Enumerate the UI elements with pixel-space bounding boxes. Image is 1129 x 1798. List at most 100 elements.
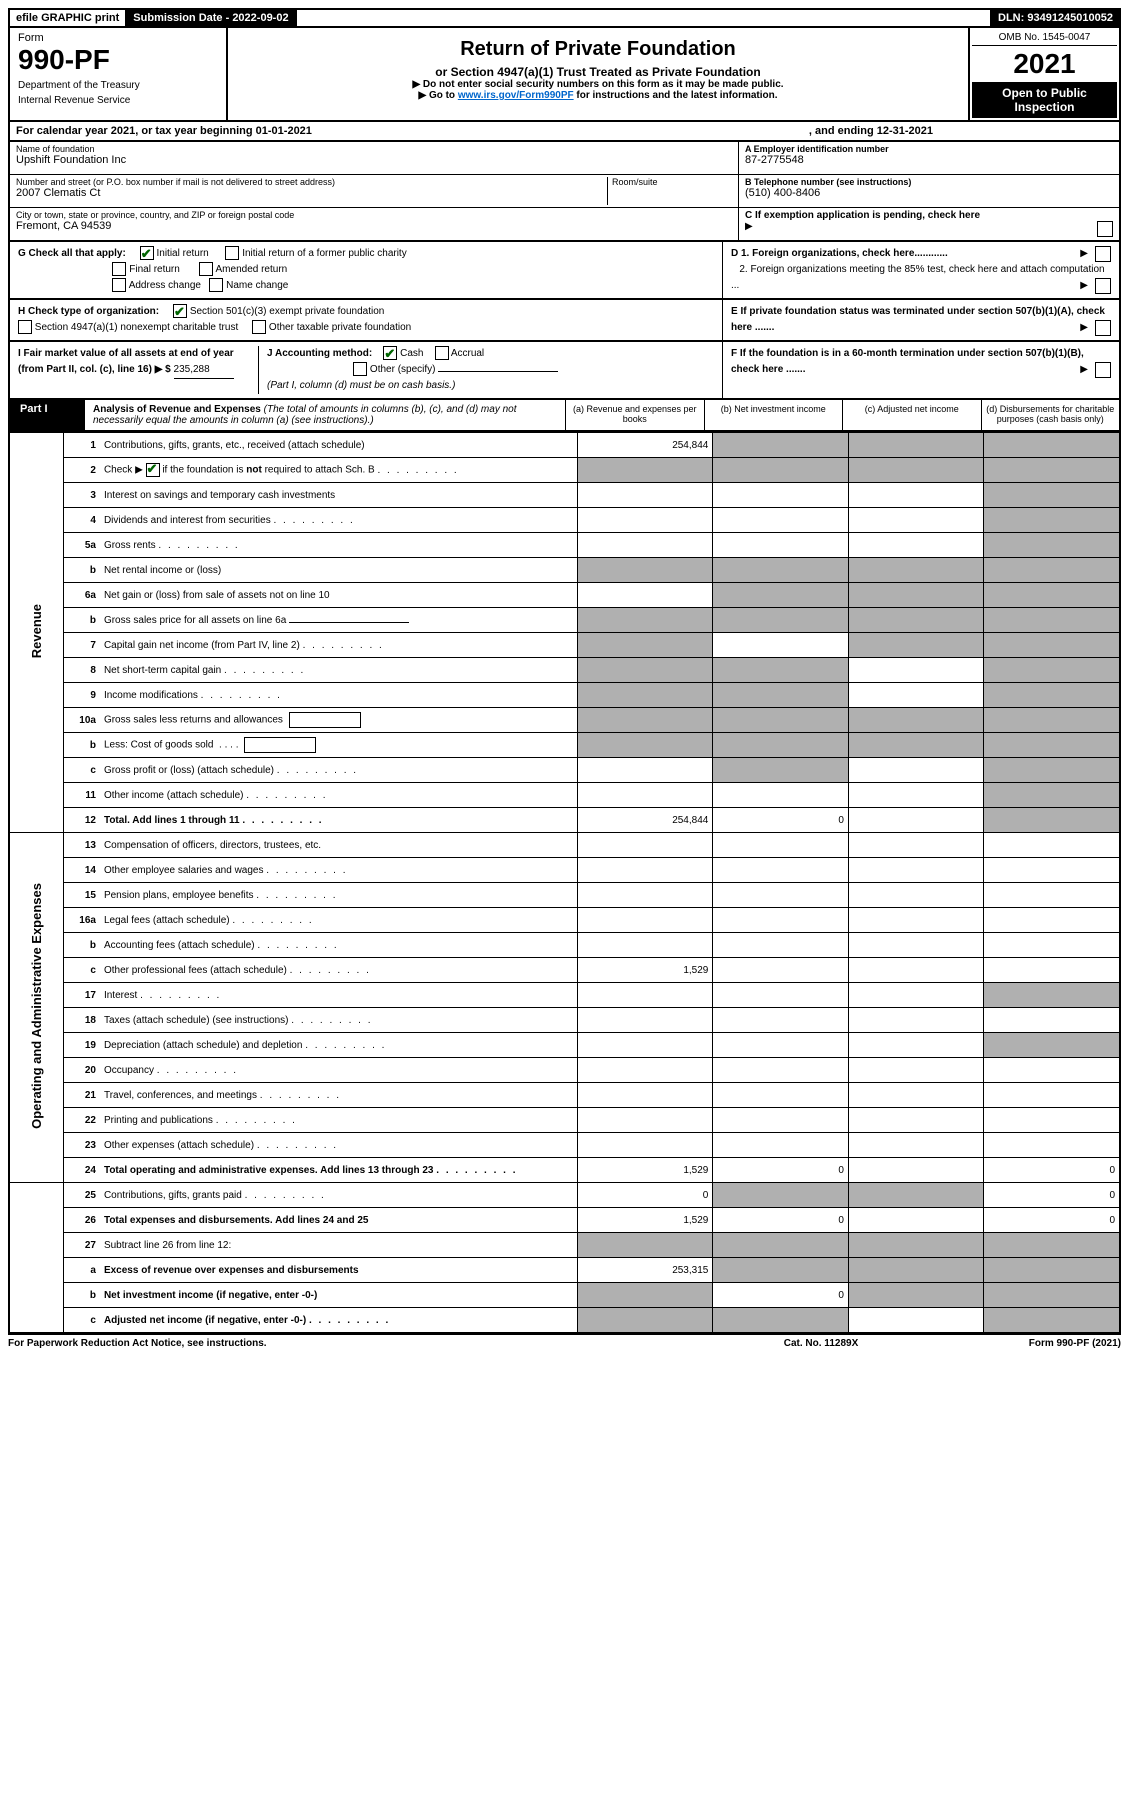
ein-label: A Employer identification number xyxy=(745,144,1113,154)
g-label: G Check all that apply: xyxy=(18,248,126,259)
line-3-desc: Interest on savings and temporary cash i… xyxy=(100,483,577,508)
line-12-desc: Total. Add lines 1 through 11 xyxy=(100,808,577,833)
top-bar: efile GRAPHIC print Submission Date - 20… xyxy=(8,8,1121,28)
table-row: 11Other income (attach schedule) xyxy=(9,783,1120,808)
line-11-desc: Other income (attach schedule) xyxy=(100,783,577,808)
line-5a-desc: Gross rents xyxy=(100,533,577,558)
table-row: bAccounting fees (attach schedule) xyxy=(9,933,1120,958)
table-row: 17Interest xyxy=(9,983,1120,1008)
line-10a-desc: Gross sales less returns and allowances xyxy=(100,708,577,733)
line-19-desc: Depreciation (attach schedule) and deple… xyxy=(100,1033,577,1058)
line-10c-desc: Gross profit or (loss) (attach schedule) xyxy=(100,758,577,783)
h-other-checkbox[interactable] xyxy=(252,320,266,334)
table-row: 5aGross rents xyxy=(9,533,1120,558)
line-2-desc: Check ▶ if the foundation is not require… xyxy=(100,458,577,483)
line-27b-b: 0 xyxy=(713,1283,849,1308)
check-section-1: G Check all that apply: Initial return I… xyxy=(8,242,1121,300)
table-row: 26Total expenses and disbursements. Add … xyxy=(9,1208,1120,1233)
table-row: Operating and Administrative Expenses 13… xyxy=(9,833,1120,858)
open-to-public: Open to Public Inspection xyxy=(972,82,1117,118)
final-return-checkbox[interactable] xyxy=(112,262,126,276)
col-c-head: (c) Adjusted net income xyxy=(843,400,982,430)
table-row: 7Capital gain net income (from Part IV, … xyxy=(9,633,1120,658)
f-label: F If the foundation is in a 60-month ter… xyxy=(731,348,1084,375)
initial-former-label: Initial return of a former public charit… xyxy=(242,248,407,259)
section-g: G Check all that apply: Initial return I… xyxy=(10,242,723,298)
j-accrual-checkbox[interactable] xyxy=(435,346,449,360)
address-label: Number and street (or P.O. box number if… xyxy=(16,177,607,187)
h-4947-checkbox[interactable] xyxy=(18,320,32,334)
table-row: 4Dividends and interest from securities xyxy=(9,508,1120,533)
opex-rotate: Operating and Administrative Expenses xyxy=(9,833,64,1183)
revenue-rotate: Revenue xyxy=(9,433,64,833)
line-16b-desc: Accounting fees (attach schedule) xyxy=(100,933,577,958)
form-footer-label: Form 990-PF (2021) xyxy=(921,1338,1121,1349)
name-change-label: Name change xyxy=(226,280,288,291)
f-checkbox[interactable] xyxy=(1095,362,1111,378)
table-row: bNet investment income (if negative, ent… xyxy=(9,1283,1120,1308)
city-label: City or town, state or province, country… xyxy=(16,210,732,220)
city-row: City or town, state or province, country… xyxy=(10,208,738,240)
line-9-desc: Income modifications xyxy=(100,683,577,708)
ein-row: A Employer identification number 87-2775… xyxy=(739,142,1119,175)
entity-right: A Employer identification number 87-2775… xyxy=(739,142,1119,240)
table-row: cGross profit or (loss) (attach schedule… xyxy=(9,758,1120,783)
check-section-2: H Check type of organization: Section 50… xyxy=(8,300,1121,342)
exemption-pending-row: C If exemption application is pending, c… xyxy=(739,208,1119,240)
amended-label: Amended return xyxy=(216,264,288,275)
h-4947-label: Section 4947(a)(1) nonexempt charitable … xyxy=(35,322,238,333)
line-1-desc: Contributions, gifts, grants, etc., rece… xyxy=(100,433,577,458)
efile-graphic-label: efile GRAPHIC print xyxy=(10,10,127,26)
irs-label: Internal Revenue Service xyxy=(18,95,218,106)
section-h: H Check type of organization: Section 50… xyxy=(10,300,723,340)
line-6b-desc: Gross sales price for all assets on line… xyxy=(100,608,577,633)
form-header-left: Form 990-PF Department of the Treasury I… xyxy=(10,28,228,120)
exemption-checkbox[interactable] xyxy=(1097,221,1113,237)
line-6a-desc: Net gain or (loss) from sale of assets n… xyxy=(100,583,577,608)
line-25-desc: Contributions, gifts, grants paid xyxy=(100,1183,577,1208)
e-label: E If private foundation status was termi… xyxy=(731,306,1105,333)
ein-value: 87-2775548 xyxy=(745,154,1113,166)
line-14-desc: Other employee salaries and wages xyxy=(100,858,577,883)
form-subtitle: or Section 4947(a)(1) Trust Treated as P… xyxy=(234,65,962,79)
table-row: 12Total. Add lines 1 through 11 254,8440 xyxy=(9,808,1120,833)
i-value: 235,288 xyxy=(174,362,234,379)
line-8-desc: Net short-term capital gain xyxy=(100,658,577,683)
table-row: 3Interest on savings and temporary cash … xyxy=(9,483,1120,508)
e-checkbox[interactable] xyxy=(1095,320,1111,336)
analysis-table: Revenue 1 Contributions, gifts, grants, … xyxy=(8,432,1121,1334)
sch-b-checkbox[interactable] xyxy=(146,463,160,477)
line-16a-desc: Legal fees (attach schedule) xyxy=(100,908,577,933)
cat-number: Cat. No. 11289X xyxy=(721,1338,921,1349)
section-d: D 1. Foreign organizations, check here..… xyxy=(723,242,1119,298)
initial-return-checkbox[interactable] xyxy=(140,246,154,260)
foundation-name-value: Upshift Foundation Inc xyxy=(16,154,732,166)
section-f: F If the foundation is in a 60-month ter… xyxy=(723,342,1119,398)
d1-checkbox[interactable] xyxy=(1095,246,1111,262)
h-501c3-checkbox[interactable] xyxy=(173,304,187,318)
phone-row: B Telephone number (see instructions) (5… xyxy=(739,175,1119,208)
name-change-checkbox[interactable] xyxy=(209,278,223,292)
table-row: 23Other expenses (attach schedule) xyxy=(9,1133,1120,1158)
initial-return-label: Initial return xyxy=(157,248,209,259)
j-cash-checkbox[interactable] xyxy=(383,346,397,360)
j-other-label: Other (specify) xyxy=(370,364,436,375)
line-27a-a: 253,315 xyxy=(577,1258,713,1283)
line-27c-desc: Adjusted net income (if negative, enter … xyxy=(100,1308,577,1334)
amended-checkbox[interactable] xyxy=(199,262,213,276)
col-d-head: (d) Disbursements for charitable purpose… xyxy=(982,400,1120,430)
table-row: 14Other employee salaries and wages xyxy=(9,858,1120,883)
table-row: 19Depreciation (attach schedule) and dep… xyxy=(9,1033,1120,1058)
d2-checkbox[interactable] xyxy=(1095,278,1111,294)
table-row: 15Pension plans, employee benefits xyxy=(9,883,1120,908)
check-section-3: I Fair market value of all assets at end… xyxy=(8,342,1121,400)
irs-link[interactable]: www.irs.gov/Form990PF xyxy=(458,90,574,101)
line-16c-a: 1,529 xyxy=(577,958,713,983)
line-27b-desc: Net investment income (if negative, ente… xyxy=(100,1283,577,1308)
line-16c-desc: Other professional fees (attach schedule… xyxy=(100,958,577,983)
form-header: Form 990-PF Department of the Treasury I… xyxy=(8,28,1121,122)
h-501c3-label: Section 501(c)(3) exempt private foundat… xyxy=(190,306,385,317)
address-change-checkbox[interactable] xyxy=(112,278,126,292)
initial-former-checkbox[interactable] xyxy=(225,246,239,260)
j-other-checkbox[interactable] xyxy=(353,362,367,376)
